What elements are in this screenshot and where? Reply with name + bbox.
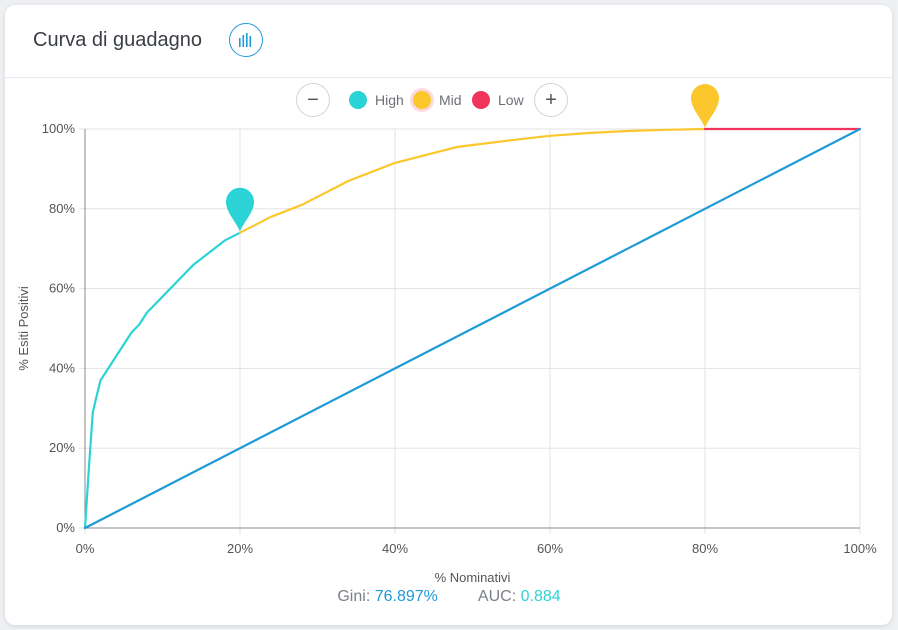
card-header: Curva di guadagno [5,5,892,78]
x-tick-label: 40% [382,541,408,556]
x-tick-label: 20% [227,541,253,556]
x-tick-label: 80% [692,541,718,556]
auc-label: AUC: [477,588,517,605]
gini-label: Gini: [337,588,371,605]
legend-item-high[interactable]: High [349,88,404,112]
y-tick-label: 60% [49,281,75,296]
marker-pin-high [226,187,254,232]
y-tick-label: 40% [49,360,75,375]
chart-type-button[interactable] [229,23,263,57]
zoom-in-button[interactable]: + [534,83,568,117]
legend-label: High [375,92,404,108]
y-tick-label: 20% [49,440,75,455]
legend-dot-high [349,91,367,109]
minus-icon: − [307,88,319,111]
plus-icon: + [545,88,557,111]
metrics-bar: Gini: 76.897% AUC: 0.884 [0,588,898,606]
legend-item-low[interactable]: Low [472,88,524,112]
x-tick-label: 0% [76,541,95,556]
legend-label: Mid [439,92,462,108]
page-title: Curva di guadagno [33,29,203,51]
auc-value: 0.884 [520,588,561,605]
bar-chart-icon [239,33,252,47]
legend-dot-mid [413,91,431,109]
x-axis-label: % Nominativi [435,570,511,585]
series-line-mid [238,127,707,234]
baseline-line [83,127,862,530]
gain-chart: 0% 20% 40% 60% 80% 100% 0% 20% 40% 60% 80% 100% % No… [16,84,877,585]
legend-label: Low [498,92,524,108]
y-tick-label: 0% [56,520,75,535]
series-line-high [83,231,242,530]
y-axis-label: % Esiti Positivi [16,286,31,371]
gain-chart-card: Curva di guadagno [5,5,892,625]
legend-item-mid[interactable]: Mid [413,88,462,112]
y-tick-label: 100% [42,121,76,136]
x-tick-label: 100% [843,541,877,556]
marker-pin-mid [691,84,719,128]
gini-value: 76.897% [374,588,438,605]
legend-dot-low [472,91,490,109]
x-tick-label: 60% [537,541,563,556]
y-tick-label: 80% [49,201,75,216]
zoom-out-button[interactable]: − [296,83,330,117]
